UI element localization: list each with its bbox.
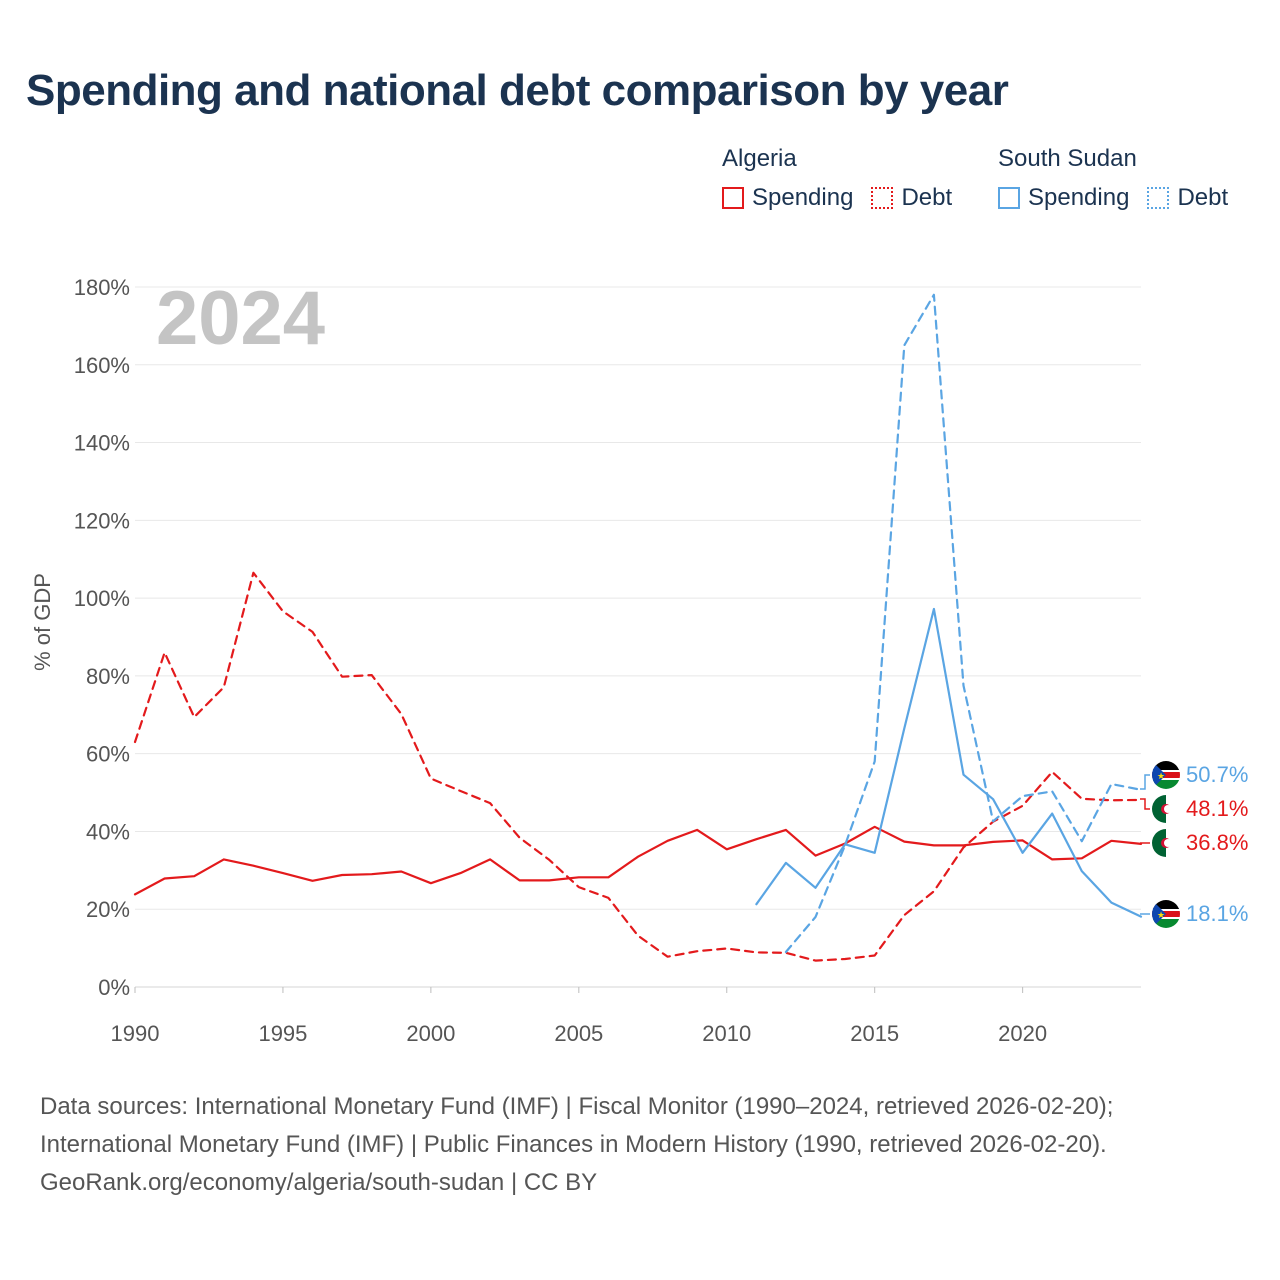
legend-swatch-solid-red [722,187,744,209]
connector-algeria-debt [1140,798,1150,810]
y-axis-label: % of GDP [30,573,55,671]
legend-label: Spending [752,184,854,211]
y-axis-ticks: 0% 20% 40% 60% 80% 100% 120% 140% 160% 180% [74,275,130,1000]
footer-sources: Data sources: International Monetary Fun… [40,1088,1113,1202]
y-tick-label: 180% [74,275,130,300]
x-tick-label: 1995 [258,1021,307,1046]
x-tick-label: 1990 [111,1021,160,1046]
chart-area: 0%20%40%60%80%100%120%140%160%180% 1990 1… [30,275,1248,1046]
x-tick-label: 2015 [850,1021,899,1046]
end-label-south-sudan-spending: 18.1% [1186,901,1248,926]
connector-south-sudan-debt [1140,774,1150,790]
legend-algeria: Algeria Spending Debt [722,142,970,212]
footer-line: Data sources: International Monetary Fun… [40,1093,1114,1120]
series-line-south-sudan-debt[interactable] [784,293,1143,954]
y-tick-label: 160% [74,353,130,378]
series-line-algeria-spending[interactable] [133,825,1143,896]
legend-south-sudan: South Sudan Spending Debt [998,142,1246,212]
y-tick-label: 0% [98,975,130,1000]
legend-south-sudan-debt[interactable]: Debt [1147,184,1228,212]
series-line-algeria-debt[interactable] [133,571,1143,962]
chart-title: Spending and national debt comparison by… [26,66,1009,115]
legend-country-south-sudan: South Sudan [998,145,1137,172]
y-tick-label: 120% [74,508,130,533]
legend-algeria-debt[interactable]: Debt [871,184,952,212]
x-tick-label: 2020 [998,1021,1047,1046]
legend-swatch-solid-blue [998,187,1020,209]
svg-text:★: ★ [1157,910,1165,920]
legend-label: Debt [901,184,953,211]
south-sudan-flag-icon: ★ [1152,900,1180,928]
end-label-south-sudan-debt: 50.7% [1186,762,1248,787]
year-watermark: 2024 [156,276,325,361]
legend-swatch-dotted-red [871,187,894,209]
algeria-flag-icon [1152,829,1180,857]
y-tick-label: 80% [86,664,130,689]
x-tick-label: 2010 [702,1021,751,1046]
legend-swatch-dotted-blue [1147,187,1170,209]
end-label-algeria-spending: 36.8% [1186,830,1248,855]
series-lines [133,293,1143,962]
y-tick-label: 60% [86,742,130,767]
legend-label: Spending [1028,184,1130,211]
x-tick-label: 2005 [554,1021,603,1046]
legend-algeria-spending[interactable]: Spending [722,184,853,212]
footer-line: International Monetary Fund (IMF) | Publ… [40,1131,1107,1158]
end-label-algeria-debt: 48.1% [1186,796,1248,821]
footer-line: GeoRank.org/economy/algeria/south-sudan … [40,1169,598,1196]
legend-label: Debt [1177,184,1229,211]
x-tick-label: 2000 [406,1021,455,1046]
y-tick-label: 20% [86,897,130,922]
gridlines [135,286,1141,988]
svg-text:★: ★ [1157,771,1165,781]
series-line-south-sudan-spending[interactable] [755,607,1143,918]
legend-country-algeria: Algeria [722,145,797,172]
x-axis-ticks: 1990 1995 2000 2005 2010 2015 2020 [111,987,1047,1046]
y-tick-label: 140% [74,431,130,456]
legend-south-sudan-spending[interactable]: Spending [998,184,1129,212]
south-sudan-flag-icon: ★ [1152,761,1180,789]
y-tick-label: 40% [86,819,130,844]
y-tick-label: 100% [74,586,130,611]
algeria-flag-icon [1152,795,1180,823]
